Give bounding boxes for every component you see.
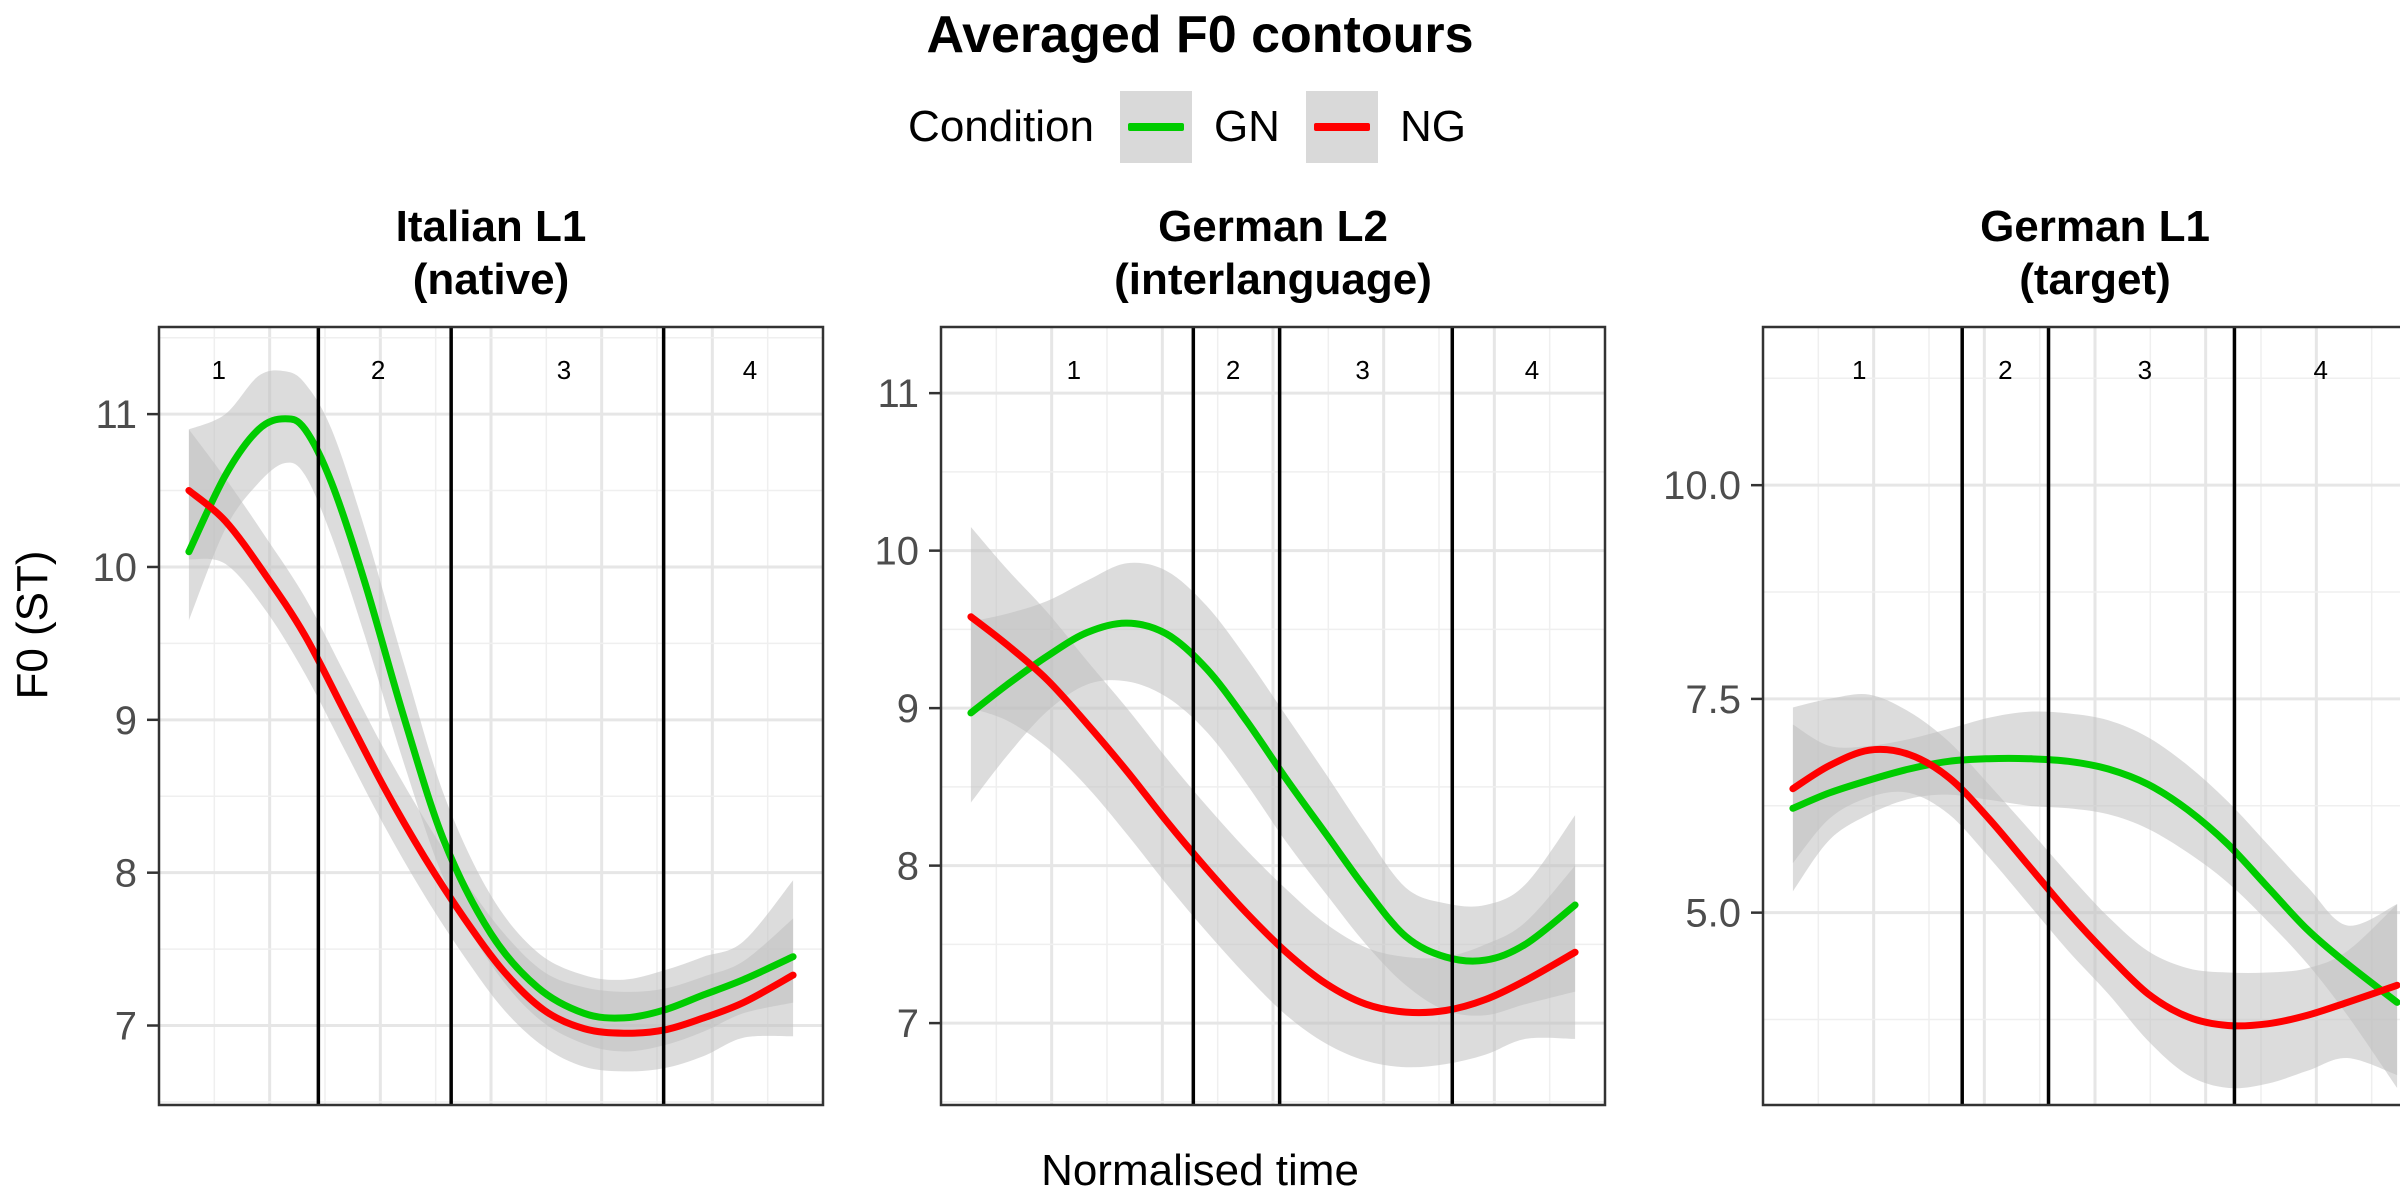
confidence-band-ng [970, 527, 1576, 1068]
legend-swatch-gn [1127, 123, 1184, 131]
segment-label: 2 [1998, 355, 2012, 385]
y-tick-label: 10.0 [1663, 464, 1741, 508]
panel-subtitle: (interlanguage) [1114, 255, 1432, 304]
segment-label: 3 [2138, 355, 2152, 385]
panel-title: German L2 [1158, 202, 1388, 251]
x-axis-label: Normalised time [1041, 1146, 1359, 1195]
y-tick-label: 8 [115, 852, 137, 896]
legend: Condition GN NG [0, 90, 2400, 164]
panel-1: 1 2 3 4 7 8 9 10 11 Italian L1(native) [93, 202, 825, 1107]
panel-subtitle: (native) [413, 255, 569, 304]
y-tick-label: 11 [877, 372, 919, 416]
confidence-band-ng [1792, 694, 2398, 1089]
legend-item-gn: GN [1119, 91, 1280, 163]
panel-border [939, 325, 1607, 1107]
y-tick-label: 7 [897, 1002, 919, 1046]
panel-2: 1 2 3 4 7 8 9 10 11 German L2(interlanguage) [875, 202, 1607, 1107]
segment-label: 4 [1525, 355, 1539, 385]
legend-key-ng [1305, 91, 1378, 163]
panel-subtitle: (target) [2019, 255, 2171, 304]
segment-label: 4 [2314, 355, 2328, 385]
panel-data [1789, 694, 2400, 1089]
panel-border [1761, 325, 2400, 1107]
legend-label-gn: GN [1213, 102, 1280, 151]
series-line-ng [1789, 745, 2400, 1030]
y-tick-label: 5.0 [1685, 892, 1741, 936]
y-tick-label: 10 [875, 530, 920, 574]
series-line-ng [185, 487, 797, 1037]
chart-title: Averaged F0 contours [926, 6, 1474, 64]
panel-title: Italian L1 [396, 202, 587, 251]
legend-label-ng: NG [1399, 102, 1466, 151]
y-tick-label: 11 [95, 393, 137, 437]
legend-item-ng: NG [1305, 91, 1466, 163]
y-tick-label: 7.5 [1685, 678, 1741, 722]
legend-swatch-ng [1313, 123, 1370, 131]
segment-label: 4 [743, 355, 757, 385]
confidence-band-gn [188, 370, 794, 1052]
segment-label: 1 [1067, 355, 1081, 385]
segment-label: 2 [371, 355, 385, 385]
segment-label: 2 [1226, 355, 1240, 385]
y-tick-label: 10 [93, 546, 138, 590]
confidence-band-gn [970, 562, 1576, 1016]
segment-label: 1 [1852, 355, 1866, 385]
series-line-gn [967, 619, 1579, 965]
panel-data [967, 527, 1579, 1068]
y-axis-label: F0 (ST) [8, 550, 57, 700]
panel-border [157, 325, 825, 1107]
legend-key-gn [1119, 91, 1192, 163]
segment-label: 3 [1355, 355, 1369, 385]
y-tick-label: 9 [115, 699, 137, 743]
legend-title: Condition [908, 102, 1094, 151]
y-tick-label: 8 [897, 845, 919, 889]
series-line-ng [967, 613, 1579, 1017]
y-tick-label: 7 [115, 1005, 137, 1049]
panel-3: 1 2 3 4 5.0 7.5 10.0 German L1(target) [1663, 202, 2400, 1107]
segment-label: 3 [557, 355, 571, 385]
series-line-gn [1789, 754, 2400, 1006]
panel-title: German L1 [1980, 202, 2210, 251]
y-tick-label: 9 [897, 687, 919, 731]
segment-label: 1 [212, 355, 226, 385]
